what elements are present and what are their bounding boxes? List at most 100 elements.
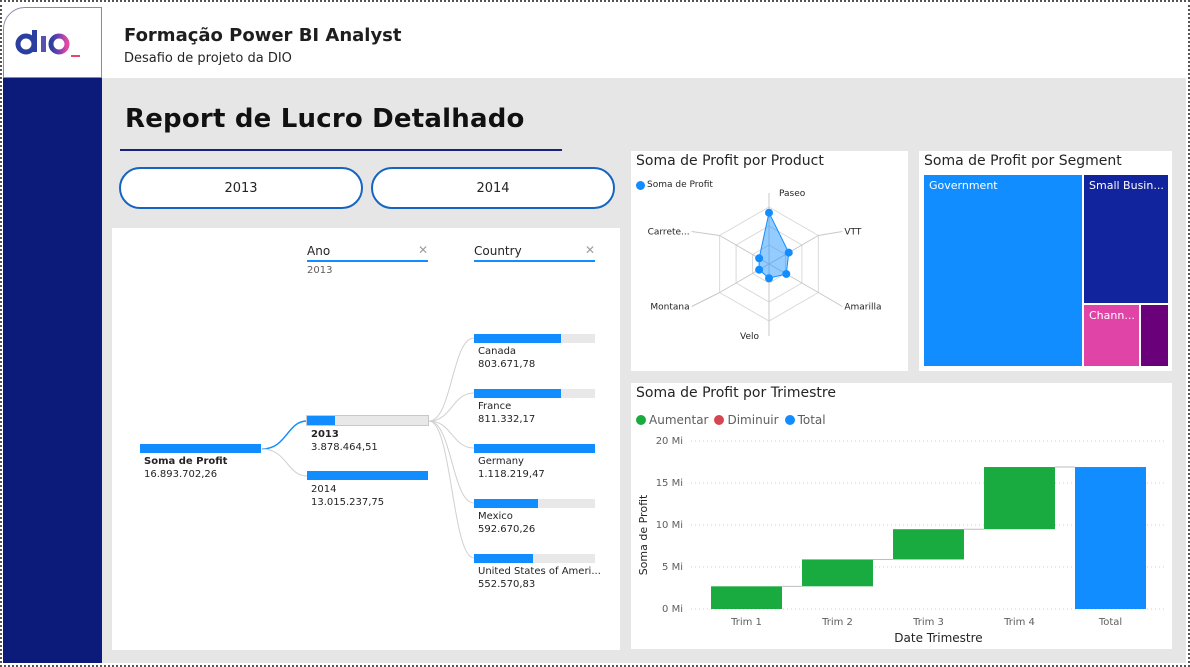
year-value: 13.015.237,75 [311,497,385,508]
waterfall-title: Soma de Profit por Trimestre [636,385,836,401]
year-bar-bg [306,415,429,426]
radar-axis [768,235,819,265]
x-tick-label: Trim 1 [730,617,762,628]
legend-dot-icon [784,415,795,425]
y-tick-label: 15 Mi [656,478,683,489]
radar-leader [818,292,843,307]
country-label: Canada [478,346,517,357]
year-bar-2014[interactable] [307,471,428,480]
country-label: United States of Ameri... [478,566,601,577]
level-header-ano: Ano [307,244,331,258]
country-value: 552.570,83 [478,579,536,590]
app-title: Formação Power BI Analyst [124,25,402,46]
radar-category-label: Amarilla [844,303,881,313]
country-bar-germany[interactable] [474,444,595,453]
radar-category-label: Velo [740,332,759,342]
treemap-cell-small-business[interactable]: Small Busin... [1084,175,1168,303]
country-bar-mexico[interactable] [474,499,539,508]
x-tick-label: Trim 3 [912,617,944,628]
country-value: 1.118.219,47 [478,469,545,480]
country-label: France [478,401,512,412]
country-bar-france[interactable] [474,389,562,398]
radar-title: Soma de Profit por Product [636,153,824,169]
waterfall-svg: 0 Mi 5 Mi 10 Mi 15 Mi 20 Mi Trim 1 Trim 2 Trim … [637,436,1166,645]
waterfall-bar [893,529,964,560]
waterfall-bar [984,467,1055,530]
waterfall-chart-panel: Soma de Profit por Trimestre Aumentar Di… [631,383,1172,649]
country-bar-canada[interactable] [474,334,562,343]
report-title: Report de Lucro Detalhado [125,104,525,134]
country-bar-usa[interactable] [474,554,534,563]
root-value: 16.893.702,26 [144,469,218,480]
x-tick-label: Total [1098,617,1122,628]
country-bar-bg [474,554,595,563]
decomp-connectors [261,337,475,559]
radar-svg: Paseo VTT Amarilla Velo Montana Carrete... [648,189,882,342]
radar-category-label: Montana [650,303,689,313]
x-tick-label: Trim 2 [821,617,853,628]
dio-logo [3,7,102,78]
country-value: 592.670,26 [478,524,536,535]
decomposition-tree: Ano ✕ 2013 Country ✕ Soma de Profit 16.8… [112,228,620,650]
radar-legend: Soma de Profit [636,180,713,190]
legend-label: Aumentar [649,413,709,427]
treemap-title: Soma de Profit por Segment [924,153,1122,169]
title-underline [120,149,562,151]
close-icon[interactable]: ✕ [418,243,429,257]
radar-chart-panel: Soma de Profit por Product Soma de Profi… [631,151,908,371]
legend-dot-icon [714,415,725,425]
radar-category-label: VTT [844,228,861,238]
close-icon[interactable]: ✕ [585,243,596,257]
radar-legend-label: Soma de Profit [647,180,713,190]
y-axis-title: Soma de Profit [637,494,650,575]
level-filter-ano: 2013 [307,265,333,276]
legend-dot-icon [636,415,646,425]
y-tick-label: 20 Mi [656,436,683,447]
year-bar-2013[interactable] [307,416,335,425]
treemap-cell-other[interactable] [1141,305,1168,366]
legend-dot-icon [636,180,645,190]
radar-axis [768,263,819,293]
x-tick-label: Trim 4 [1003,617,1035,628]
level-header-country: Country [474,244,522,258]
legend-label: Diminuir [727,413,779,427]
radar-point [784,248,793,257]
y-tick-label: 5 Mi [662,562,683,573]
treemap-panel: Soma de Profit por Segment Government Sm… [919,151,1172,371]
legend-item-diminuir: Diminuir [714,413,779,427]
year-label: 2014 [311,484,337,495]
waterfall-bar [802,559,873,587]
radar-area [758,211,790,279]
legend-item-total: Total [784,413,826,427]
year-label: 2013 [311,429,339,440]
radar-point [755,265,764,274]
country-label: Mexico [478,511,513,522]
level-underline [307,260,428,262]
app-header: Formação Power BI Analyst Desafio de pro… [102,3,1186,78]
legend-item-aumentar: Aumentar [636,413,708,427]
radar-point [765,274,773,283]
treemap-cell-channel[interactable]: Chann... [1084,305,1139,366]
radar-leader [691,231,720,236]
country-value: 803.671,78 [478,359,536,370]
root-bar[interactable] [140,444,261,453]
y-tick-label: 10 Mi [656,520,683,531]
radar-category-label: Paseo [779,189,806,199]
year-value: 3.878.464,51 [311,442,378,453]
waterfall-bar [1075,467,1146,609]
legend-label: Total [797,413,826,427]
slicer-button-2013[interactable]: 2013 [119,167,363,209]
treemap-cell-government[interactable]: Government [924,175,1082,366]
x-axis-title: Date Trimestre [894,631,982,645]
radar-point [782,269,791,278]
root-label: Soma de Profit [144,456,228,467]
country-value: 811.332,17 [478,414,536,425]
sidebar [3,78,102,663]
country-label: Germany [478,456,524,467]
radar-point [755,254,764,263]
radar-leader [818,231,843,236]
radar-point [765,208,773,217]
waterfall-bar [711,586,782,609]
waterfall-legend: Aumentar Diminuir Total [636,413,832,427]
slicer-button-2014[interactable]: 2014 [371,167,615,209]
